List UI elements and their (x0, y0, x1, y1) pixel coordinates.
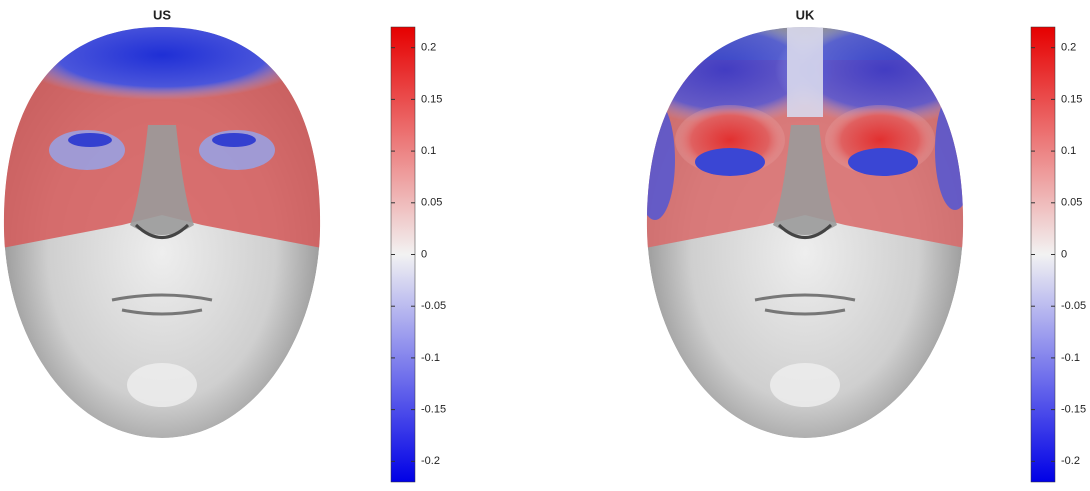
colorbar-tick-label: 0.15 (421, 93, 442, 105)
heat-stripe (787, 27, 823, 117)
heat-side (935, 90, 964, 210)
colorbar-tick-label: 0.1 (1061, 145, 1076, 157)
mouth (111, 293, 213, 316)
chin (770, 363, 840, 407)
colorbar-tick-label: -0.15 (1061, 404, 1086, 416)
heat-forehead (12, 27, 312, 100)
colorbar-tick-label: -0.05 (421, 300, 446, 312)
nose (773, 125, 837, 235)
colorbar-tick-label: 0.1 (421, 145, 436, 157)
heat-side (646, 100, 675, 220)
face (3, 27, 321, 438)
colorbar-tick-label: 0.2 (1061, 42, 1076, 54)
mouth (754, 293, 856, 316)
panel-title: UK (796, 7, 815, 22)
heat-eye-core (68, 133, 112, 147)
heat-eye-core (212, 133, 256, 147)
colorbar-tick-label: -0.1 (421, 352, 440, 364)
colorbar-tick-label: -0.1 (1061, 352, 1080, 364)
nose-tip (777, 223, 833, 239)
chin (127, 363, 197, 407)
colorbar-tick-label: -0.2 (421, 455, 440, 467)
colorbar-tick-label: -0.05 (1061, 300, 1086, 312)
colorbar-tick-label: 0 (421, 248, 427, 260)
nose (130, 125, 194, 235)
colorbar-tick-label: 0.05 (1061, 197, 1082, 209)
face (646, 27, 964, 438)
nose-tip (134, 223, 190, 239)
panel-title: US (153, 7, 171, 22)
heat-eye (848, 148, 918, 176)
heat-eye (695, 148, 765, 176)
colorbar-tick-label: 0.15 (1061, 93, 1082, 105)
colorbar-tick-label: -0.2 (1061, 455, 1080, 467)
colorbar-tick-label: -0.15 (421, 404, 446, 416)
colorbar-tick-label: 0.2 (421, 42, 436, 54)
colorbar-tick-label: 0.05 (421, 197, 442, 209)
colorbar-tick-label: 0 (1061, 248, 1067, 260)
